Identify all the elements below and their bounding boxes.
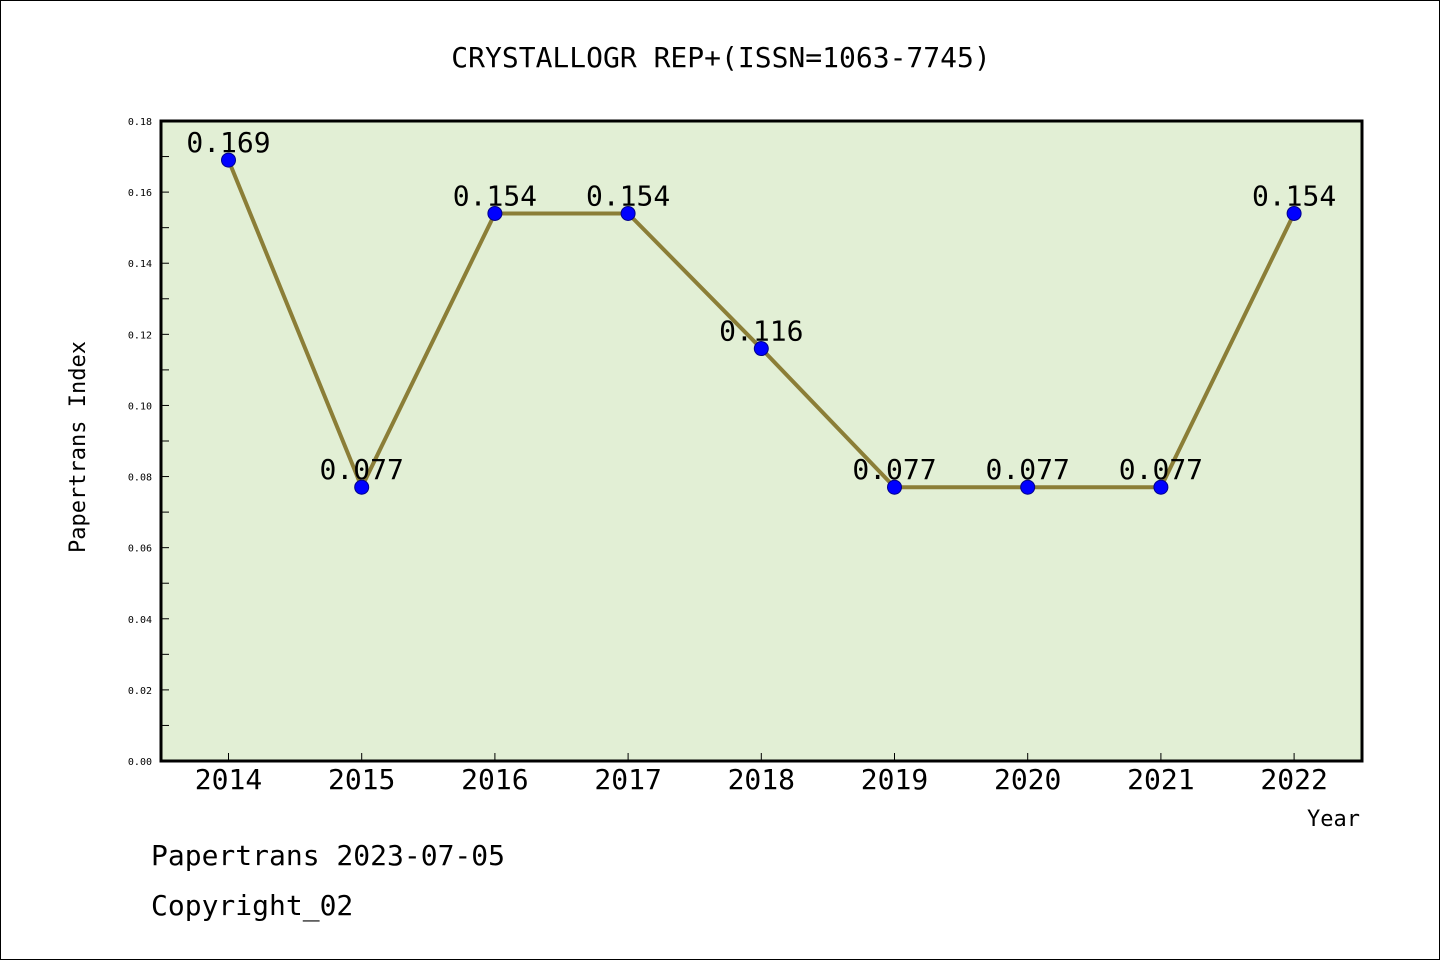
plot-area (159, 119, 1364, 763)
data-point (1020, 479, 1036, 495)
data-point (354, 479, 370, 495)
data-point (620, 205, 636, 221)
x-tick-label: 2022 (1260, 763, 1327, 796)
x-tick-label: 2015 (328, 763, 395, 796)
data-label: 0.077 (320, 453, 404, 486)
data-point (221, 152, 236, 168)
y-tick-label: 0.18 (128, 117, 152, 128)
y-tick-label: 0.12 (128, 330, 152, 341)
x-axis-label: Year (1307, 807, 1360, 832)
y-tick-label: 0.06 (128, 544, 152, 555)
x-tick-label: 2019 (861, 763, 928, 796)
data-point (887, 479, 902, 495)
y-tick-label: 0.10 (128, 401, 152, 412)
y-axis-label: Papertrans Index (66, 341, 91, 553)
footer-copyright: Copyright_02 (151, 889, 353, 923)
data-point (1286, 205, 1302, 221)
data-label-group: 0.169 0.077 0.154 0.154 0.116 0.077 0.077 0.077… (186, 126, 1336, 486)
x-tick-label: 2018 (728, 763, 795, 796)
chart-title: CRYSTALLOGR REP+(ISSN=1063-7745) (451, 41, 990, 74)
y-tick-label: 0.02 (128, 686, 152, 697)
data-point (487, 205, 503, 221)
data-point (1153, 479, 1169, 495)
y-axis: 0.00 0.02 0.04 0.06 0.08 0.10 0.12 0.14 0.16 0.18 (128, 117, 169, 768)
x-tick-label: 2014 (195, 763, 262, 796)
y-tick-label: 0.04 (128, 615, 152, 626)
x-axis: 2014 2015 2016 2017 2018 2019 2020 2021 2022 (195, 753, 1328, 796)
series-line-group (221, 152, 1302, 495)
y-tick-label: 0.00 (128, 757, 152, 768)
x-tick-label: 2017 (594, 763, 661, 796)
data-label: 0.116 (719, 315, 803, 348)
data-label: 0.077 (986, 453, 1070, 486)
data-label: 0.154 (1252, 179, 1336, 212)
x-tick-label: 2020 (994, 763, 1061, 796)
y-tick-label: 0.14 (128, 259, 152, 270)
footer-date: Papertrans 2023-07-05 (151, 839, 505, 872)
data-label: 0.154 (453, 179, 537, 212)
y-tick-label: 0.16 (128, 188, 152, 199)
y-tick-label: 0.08 (128, 473, 152, 484)
x-tick-label: 2021 (1127, 763, 1194, 796)
data-point (753, 341, 769, 357)
data-label: 0.077 (1119, 453, 1203, 486)
data-label: 0.077 (852, 453, 936, 486)
data-label: 0.169 (186, 126, 270, 159)
x-tick-label: 2016 (461, 763, 528, 796)
data-label: 0.154 (586, 179, 670, 212)
